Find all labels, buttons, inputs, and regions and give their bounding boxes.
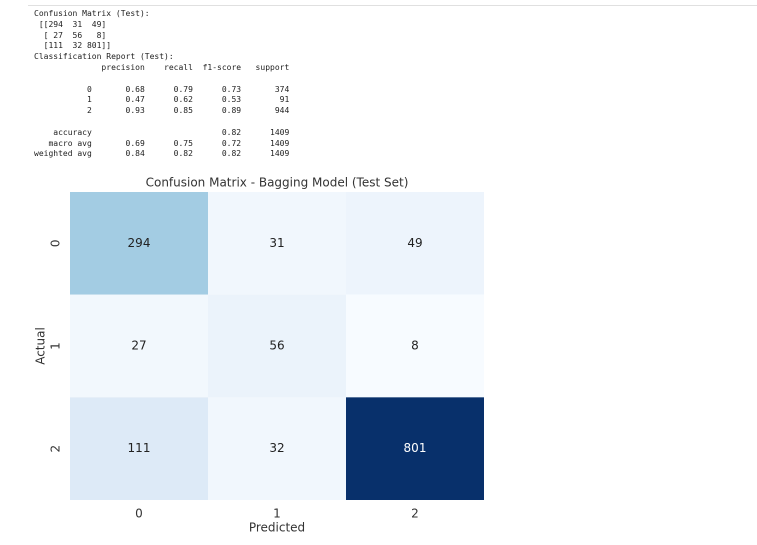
console-line: [111 32 801]] (34, 41, 112, 51)
y-axis-label: Actual (34, 327, 48, 365)
heatmap-cell (208, 192, 346, 295)
x-tick-label: 2 (411, 507, 419, 521)
console-line: accuracy 0.82 1409 (34, 127, 290, 137)
console-line: precision recall f1-score support (34, 63, 290, 72)
heatmap-cell (70, 397, 208, 500)
cell-label: 801 (404, 441, 427, 455)
y-tick-label: 0 (49, 240, 63, 248)
y-tick-label: 1 (49, 342, 63, 350)
cell-label: 31 (269, 236, 284, 250)
heatmap-cell (208, 294, 346, 398)
chart-title: Confusion Matrix - Bagging Model (Test S… (146, 176, 409, 190)
console-line: 1 0.47 0.62 0.53 91 (34, 95, 290, 105)
cell-label: 8 (411, 339, 419, 353)
heatmap-cell (346, 192, 484, 295)
cell-label: 294 (128, 236, 151, 250)
console-line: 0 0.68 0.79 0.73 374 (34, 84, 290, 94)
cell-label: 32 (269, 441, 284, 455)
cell-border (28, 0, 757, 6)
x-tick-label: 0 (135, 507, 143, 521)
heatmap-cell (70, 192, 208, 295)
cell-label: 56 (269, 339, 284, 353)
cell-label: 49 (407, 236, 422, 250)
heatmap-cell (346, 397, 484, 500)
console-line: macro avg 0.69 0.75 0.72 1409 (34, 138, 290, 148)
x-axis-label: Predicted (249, 521, 305, 535)
console-line: weighted avg 0.84 0.82 0.82 1409 (34, 149, 290, 159)
console-line: Confusion Matrix (Test): (34, 9, 150, 18)
heatmap-cell (208, 397, 346, 500)
console-line: [[294 31 49] (34, 19, 107, 29)
cell-label: 111 (128, 441, 151, 455)
heatmap-cell (346, 294, 484, 398)
console-line: [ 27 56 8] (34, 30, 107, 40)
heatmap-cell (70, 294, 208, 398)
console-line: Classification Report (Test): (34, 52, 174, 62)
console-line: 2 0.93 0.85 0.89 944 (34, 106, 290, 116)
x-tick-label: 1 (273, 507, 281, 521)
y-tick-label: 2 (49, 445, 63, 453)
cell-label: 27 (131, 339, 146, 353)
